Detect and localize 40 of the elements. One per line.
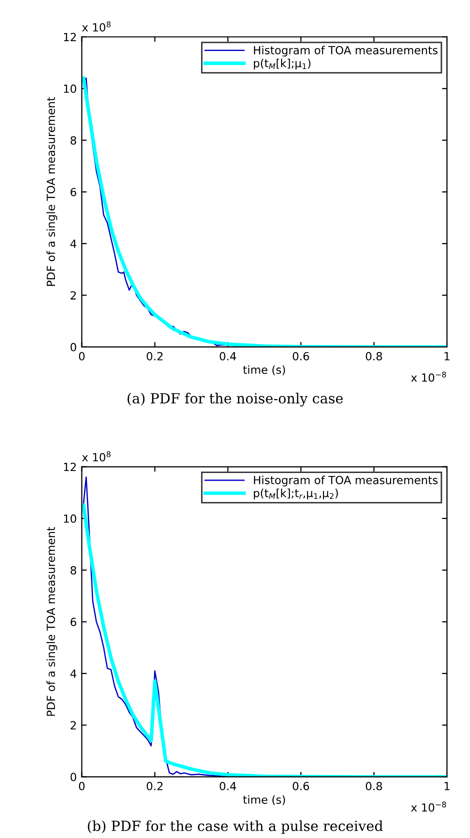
text: x 10$^{8}$ <box>82 451 111 462</box>
x-tick-label: 0.2 <box>146 352 163 360</box>
y-tick-label: 10 <box>64 514 76 523</box>
y-tick-label: 6 <box>70 618 76 626</box>
text: x 10$^{−8}$ <box>411 802 446 812</box>
y-axis-title: PDF of a single TOA measurement <box>46 526 58 716</box>
x-tick-label: 0.8 <box>366 782 382 790</box>
text: (b) PDF for the case with a pulse received <box>88 820 383 834</box>
text: x 10$^{−8}$ <box>411 372 446 382</box>
y-tick-label: 0 <box>70 772 76 782</box>
x-tick-label: 0.6 <box>292 352 310 360</box>
legend-label: Histogram of TOA measurements <box>254 476 438 486</box>
text: x 10$^{8}$ <box>82 21 111 32</box>
y-tick-label: 4 <box>70 240 76 248</box>
x-tick-label: 0.6 <box>292 782 310 790</box>
x-axis-title: time (s) <box>243 365 285 376</box>
y-tick-label: 4 <box>70 670 76 678</box>
y-tick-label: 6 <box>70 188 76 196</box>
legend-label: Histogram of TOA measurements <box>254 46 438 57</box>
y-tick-label: 10 <box>64 84 76 93</box>
text: p(t$_{M}$[k];t$_{r}$,μ$_{1}$,μ$_{2}$) <box>254 488 338 500</box>
x-tick-label: 0.4 <box>220 782 236 790</box>
y-tick-label: 8 <box>70 136 76 145</box>
x-tick-label: 0.4 <box>220 352 236 360</box>
x-tick-label: 0.8 <box>366 352 382 360</box>
x-tick-label: 1 <box>444 352 450 360</box>
y-tick-label: 12 <box>64 462 76 471</box>
x-tick-label: 1 <box>444 782 450 790</box>
y-tick-label: 8 <box>70 566 76 574</box>
x-tick-label: 0.2 <box>146 782 163 790</box>
legend-label: p(t$_{M}$[k];μ$_{1}$) <box>254 58 310 70</box>
y-tick-label: 2 <box>70 291 76 300</box>
x-tick-label: 0 <box>78 352 85 360</box>
y-tick-label: 2 <box>70 721 76 730</box>
y-tick-label: 0 <box>70 342 76 352</box>
x-tick-label: 0 <box>78 782 85 790</box>
x-axis-title: time (s) <box>243 795 285 806</box>
y-axis-title: PDF of a single TOA measurement <box>46 97 58 286</box>
y-tick-label: 12 <box>64 32 76 42</box>
text: (a) PDF for the noise-only case <box>128 392 343 406</box>
